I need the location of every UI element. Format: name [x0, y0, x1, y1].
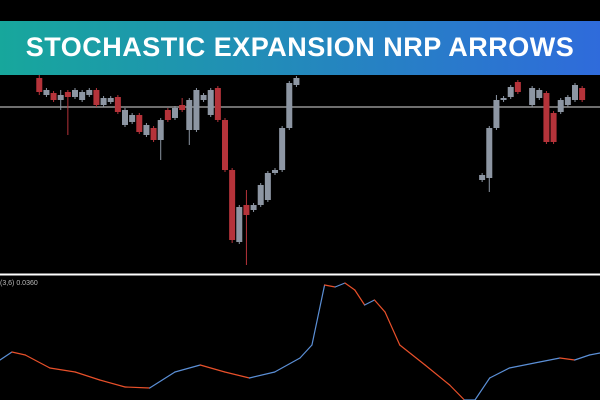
indicator-line — [0, 351, 13, 361]
candle-body — [43, 90, 50, 95]
indicator-line — [538, 357, 561, 363]
candle-body — [36, 78, 43, 92]
candle-body — [136, 115, 143, 132]
indicator-line — [373, 299, 386, 313]
indicator-line — [399, 344, 426, 366]
candle-body — [286, 83, 293, 128]
indicator-line — [364, 299, 376, 306]
candle-body — [193, 90, 200, 130]
indicator-line — [354, 289, 366, 306]
indicator-line — [49, 367, 76, 373]
candle-body — [207, 90, 214, 115]
indicator-line — [474, 377, 491, 400]
candle-body — [493, 100, 500, 128]
candle-body — [229, 170, 236, 240]
indicator-line — [248, 371, 276, 379]
candle-body — [93, 90, 100, 105]
indicator-line — [424, 364, 451, 386]
indicator-line — [449, 384, 466, 400]
price-panel — [0, 75, 600, 265]
candle-body — [243, 205, 250, 215]
indicator-line — [299, 344, 313, 359]
candle-body — [200, 95, 207, 100]
banner — [0, 21, 600, 75]
indicator-line — [174, 364, 201, 373]
candle-body — [293, 78, 300, 85]
candle-body — [86, 90, 93, 95]
indicator-line — [24, 354, 51, 369]
candle-body — [79, 92, 86, 100]
candle-body — [272, 170, 278, 173]
indicator-panel — [0, 282, 600, 400]
candle-body — [529, 88, 536, 105]
candle-body — [100, 98, 107, 105]
candle-body — [72, 90, 78, 97]
candle-body — [143, 125, 150, 135]
candle-body — [57, 95, 64, 100]
indicator-line — [559, 357, 576, 361]
candle-body — [114, 97, 121, 112]
candle-body — [150, 128, 157, 140]
candle-body — [164, 110, 171, 120]
candle-body — [257, 185, 264, 205]
candle-body — [500, 98, 507, 100]
indicator-line — [344, 282, 356, 291]
indicator-line — [11, 351, 26, 356]
indicator-line — [334, 282, 346, 288]
candle-body — [122, 110, 128, 125]
indicator-line — [99, 379, 126, 388]
candle-body — [214, 88, 221, 120]
candle-body — [543, 93, 550, 142]
candle-body — [557, 100, 564, 112]
candle-body — [550, 113, 557, 142]
candle-body — [129, 115, 136, 122]
candle-body — [572, 85, 578, 100]
candle-body — [172, 108, 178, 118]
indicator-line — [149, 371, 176, 389]
indicator-line — [274, 357, 301, 373]
indicator-line — [574, 354, 591, 361]
candle-body — [250, 205, 257, 210]
indicator-line — [311, 284, 326, 346]
indicator-line — [588, 352, 600, 356]
indicator-line — [124, 386, 151, 389]
candle-body — [479, 175, 486, 180]
indicator-line — [489, 367, 510, 379]
candle-body — [514, 82, 521, 92]
candle-body — [486, 128, 493, 178]
indicator-label: (3,6) 0.0360 — [0, 280, 38, 287]
indicator-line — [508, 361, 541, 369]
candle-body — [579, 88, 586, 100]
candle-body — [64, 92, 71, 97]
candle-body — [507, 87, 514, 97]
indicator-line — [323, 284, 336, 288]
indicator-line — [199, 364, 226, 373]
banner-title: STOCHASTIC EXPANSION NRP ARROWS — [26, 32, 575, 62]
indicator-line — [74, 371, 101, 381]
candle-body — [264, 173, 271, 200]
candle-body — [179, 105, 186, 110]
candle-body — [157, 120, 164, 140]
candle-body — [222, 120, 228, 170]
candle-body — [50, 93, 57, 100]
candle-body — [279, 128, 286, 170]
candle-body — [536, 90, 543, 98]
candle-body — [186, 100, 193, 130]
indicator-line — [384, 311, 401, 346]
candle-body — [236, 207, 243, 242]
candle-body — [564, 97, 571, 105]
candle-body — [107, 98, 114, 102]
indicator-line — [224, 371, 251, 379]
